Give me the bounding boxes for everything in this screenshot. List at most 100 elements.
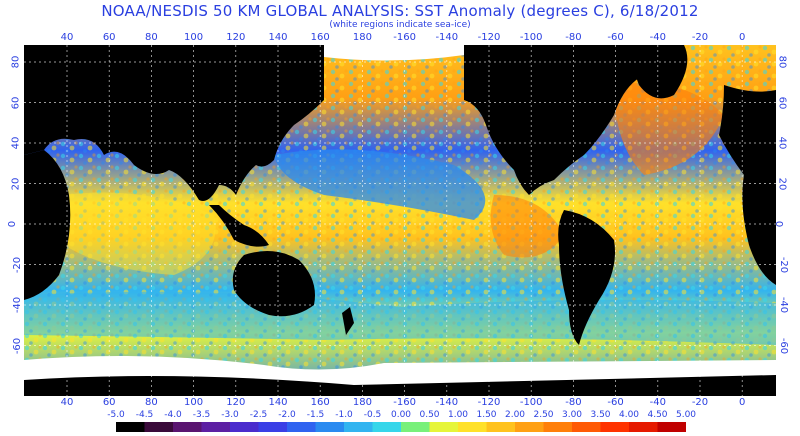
map-subtitle: (white regions indicate sea-ice) <box>329 20 471 30</box>
colorbar-swatch <box>543 422 573 432</box>
bottom-lon-tick: 120 <box>226 397 246 408</box>
left-lat-tick: 40 <box>10 136 22 150</box>
colorbar-tick-label: 5.00 <box>675 410 697 420</box>
left-lat-tick: -20 <box>12 256 24 273</box>
colorbar-tick-label: 1.50 <box>476 410 497 420</box>
colorbar-tick-label: -2.5 <box>249 410 268 420</box>
colorbar-swatch <box>600 422 630 432</box>
bottom-lon-tick: -20 <box>691 397 709 408</box>
colorbar-swatch <box>629 422 658 432</box>
top-lon-tick: -40 <box>649 32 666 43</box>
bottom-lon-tick: 140 <box>268 397 288 408</box>
right-lat-tick: 40 <box>776 136 788 150</box>
land-north-america <box>464 45 644 195</box>
right-lat-tick: 20 <box>776 177 788 190</box>
bottom-lon-tick: 60 <box>102 397 116 408</box>
map-title: NOAA/NESDIS 50 KM GLOBAL ANALYSIS: SST A… <box>101 2 699 20</box>
colorbar-tick-label: -2.0 <box>278 410 296 420</box>
land-australia <box>232 251 315 317</box>
bottom-lon-tick: -100 <box>519 397 543 408</box>
top-lon-tick: 140 <box>268 32 288 43</box>
colorbar-tick-label: -3.0 <box>221 410 239 420</box>
colorbar-swatch <box>173 422 202 432</box>
right-lat-tick: -40 <box>778 296 790 314</box>
top-lon-tick: 40 <box>60 32 74 43</box>
top-lon-tick: 160 <box>310 32 330 43</box>
left-lat-tick: 20 <box>10 177 22 190</box>
land-africa <box>24 150 71 300</box>
lat-lon-grid <box>24 45 776 396</box>
bottom-lon-tick: -140 <box>435 397 459 408</box>
arctic-sea-ice <box>324 45 464 61</box>
right-lat-tick: -60 <box>778 337 790 354</box>
land-eurasia <box>24 45 324 201</box>
pacific-cold-band <box>274 149 486 220</box>
top-lon-tick: -100 <box>519 32 543 43</box>
north-atlantic-warm <box>614 83 724 175</box>
left-lat-tick: 80 <box>10 55 22 69</box>
top-lon-tick: 120 <box>226 32 246 43</box>
colorbar-tick-label: 1.00 <box>447 410 469 420</box>
top-lon-tick: -160 <box>393 32 416 43</box>
right-lat-tick: 80 <box>776 55 788 69</box>
indian-ocean-warm <box>64 192 216 275</box>
colorbar-tick-label: 0.50 <box>419 410 440 420</box>
colorbar-tick-label: -1.0 <box>335 410 353 420</box>
right-lat-tick: 60 <box>776 96 788 109</box>
colorbar-swatch <box>201 422 231 432</box>
colorbar-tick-label: -1.5 <box>306 410 325 420</box>
colorbar-tick-label: 2.50 <box>533 410 554 420</box>
colorbar-swatch <box>458 422 487 432</box>
top-lon-tick: -60 <box>607 32 624 43</box>
left-lat-tick: 0 <box>7 220 19 228</box>
bottom-lon-tick: 0 <box>739 397 746 408</box>
colorbar-swatch <box>657 422 686 432</box>
bottom-lon-tick: -120 <box>477 397 501 408</box>
land-greenland <box>624 45 688 99</box>
colorbar-tick-label: 3.00 <box>561 410 583 420</box>
bottom-lon-tick: -160 <box>393 397 416 408</box>
bottom-lon-tick: -80 <box>565 397 582 408</box>
colorbar <box>116 422 686 432</box>
right-lat-tick: -20 <box>778 256 790 273</box>
colorbar-swatch <box>486 422 516 432</box>
colorbar-tick-label: 4.50 <box>647 410 668 420</box>
colorbar-swatch <box>429 422 459 432</box>
top-lon-tick: -140 <box>435 32 459 43</box>
land-new-zealand <box>342 307 354 335</box>
colorbar-tick-label: -4.0 <box>164 410 182 420</box>
left-lat-tick: -60 <box>12 337 24 354</box>
land-southeast-asia <box>209 205 269 247</box>
top-lon-tick: -120 <box>477 32 501 43</box>
colorbar-swatch <box>372 422 402 432</box>
colorbar-tick-label: 2.00 <box>504 410 526 420</box>
top-lon-tick: 0 <box>739 32 746 43</box>
colorbar-swatch <box>144 422 174 432</box>
colorbar-swatch <box>258 422 288 432</box>
colorbar-swatch <box>315 422 345 432</box>
land-antarctica <box>24 375 776 396</box>
east-pacific-warm <box>490 195 564 258</box>
land-south-america <box>558 210 615 345</box>
bottom-lon-tick: 80 <box>145 397 158 408</box>
colorbar-swatch <box>344 422 373 432</box>
colorbar-tick-label: 3.50 <box>590 410 611 420</box>
bottom-lon-tick: -60 <box>607 397 624 408</box>
sst-anomaly-map <box>24 45 776 396</box>
colorbar-swatch <box>230 422 259 432</box>
colorbar-swatch <box>515 422 544 432</box>
colorbar-tick-label: 4.00 <box>618 410 640 420</box>
bottom-lon-tick: 160 <box>310 397 330 408</box>
top-lon-tick: 80 <box>145 32 158 43</box>
colorbar-tick-label: -0.5 <box>363 410 382 420</box>
top-lon-tick: 60 <box>102 32 116 43</box>
colorbar-tick-label: -4.5 <box>135 410 154 420</box>
colorbar-tick-label: -5.0 <box>107 410 125 420</box>
colorbar-swatch <box>287 422 316 432</box>
bottom-lon-tick: 180 <box>352 397 372 408</box>
left-lat-tick: 60 <box>10 96 22 109</box>
top-lon-tick: -20 <box>691 32 709 43</box>
left-lat-tick: -40 <box>12 296 24 314</box>
bottom-lon-tick: 40 <box>60 397 74 408</box>
top-lon-tick: 180 <box>352 32 372 43</box>
